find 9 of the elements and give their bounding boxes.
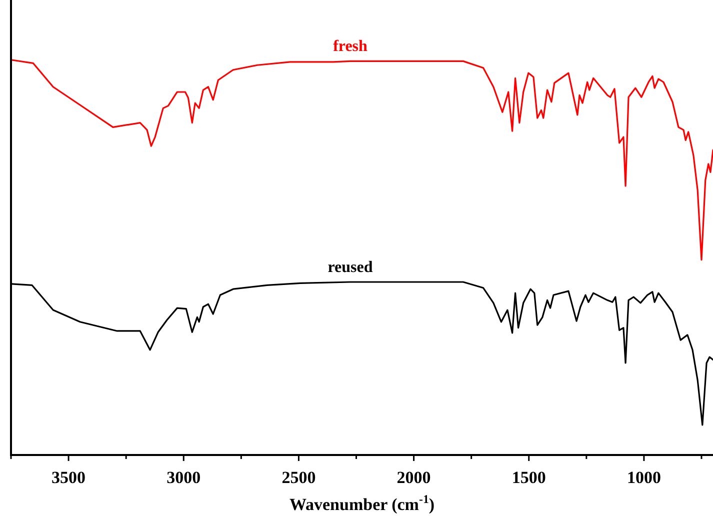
x-tick-label: 1500 bbox=[512, 468, 546, 487]
x-tick-label: 1000 bbox=[626, 468, 661, 487]
x-axis-title: Wavenumber (cm$^{-1}$) bbox=[289, 492, 435, 514]
x-tick-label: 3500 bbox=[52, 468, 86, 487]
x-tick-label: 2000 bbox=[396, 468, 431, 487]
x-tick-label: 2500 bbox=[282, 468, 316, 487]
series-label: fresh bbox=[333, 38, 368, 56]
series-label: reused bbox=[328, 258, 373, 276]
x-tick-label: 3000 bbox=[166, 468, 201, 487]
